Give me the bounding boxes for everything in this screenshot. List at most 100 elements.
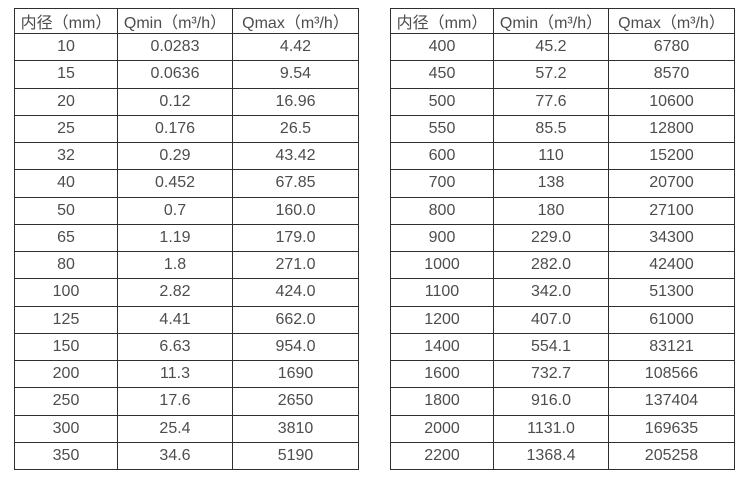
- qmin-cell: 138: [493, 169, 609, 198]
- qmin-cell: 1.19: [117, 223, 233, 253]
- qmax-cell: 3810: [232, 414, 359, 443]
- diameter-cell: 700: [390, 169, 494, 198]
- qmin-cell: 6.63: [117, 332, 233, 362]
- table-row: 20 0.12 16.96: [14, 87, 359, 116]
- qmax-cell: 61000: [608, 305, 735, 334]
- qmax-cell: 51300: [608, 278, 735, 307]
- table-row: 450 57.2 8570: [390, 60, 735, 89]
- qmin-cell: 4.41: [117, 305, 233, 334]
- qmax-cell: 34300: [608, 223, 735, 253]
- diameter-cell: 250: [14, 387, 118, 416]
- qmax-cell: 169635: [608, 414, 735, 443]
- qmax-cell: 15200: [608, 141, 735, 171]
- diameter-cell: 15: [14, 60, 118, 89]
- qmax-cell: 27100: [608, 196, 735, 225]
- diameter-cell: 1400: [390, 332, 494, 362]
- qmin-cell: 180: [493, 196, 609, 225]
- diameter-cell: 1200: [390, 305, 494, 334]
- qmin-cell: 916.0: [493, 387, 609, 416]
- col-header-diameter: 内径（mm）: [390, 8, 494, 34]
- table-row: 1800 916.0 137404: [390, 387, 735, 416]
- table-row: 400 45.2 6780: [390, 32, 735, 62]
- qmax-cell: 26.5: [232, 114, 359, 144]
- diameter-cell: 20: [14, 87, 118, 116]
- table-row: 500 77.6 10600: [390, 87, 735, 116]
- qmin-cell: 0.7: [117, 196, 233, 225]
- diameter-cell: 400: [390, 32, 494, 62]
- qmax-cell: 10600: [608, 87, 735, 116]
- qmin-cell: 1.8: [117, 250, 233, 280]
- qmin-cell: 2.82: [117, 278, 233, 307]
- table-row: 250 17.6 2650: [14, 387, 359, 416]
- table-row: 300 25.4 3810: [14, 414, 359, 443]
- flow-table-large-diameters: 内径（mm） Qmin（m³/h） Qmax（m³/h） 400 45.2 6780…: [390, 8, 735, 471]
- qmin-cell: 342.0: [493, 278, 609, 307]
- qmax-cell: 137404: [608, 387, 735, 416]
- col-header-diameter: 内径（mm）: [14, 8, 118, 34]
- qmin-cell: 0.0283: [117, 32, 233, 62]
- table-row: 32 0.29 43.42: [14, 141, 359, 171]
- diameter-cell: 2200: [390, 441, 494, 471]
- qmax-cell: 1690: [232, 359, 359, 389]
- table-row: 125 4.41 662.0: [14, 305, 359, 334]
- qmax-cell: 179.0: [232, 223, 359, 253]
- table-row: 700 138 20700: [390, 169, 735, 198]
- table-row: 15 0.0636 9.54: [14, 60, 359, 89]
- table-row: 80 1.8 271.0: [14, 250, 359, 280]
- table-row: 150 6.63 954.0: [14, 332, 359, 362]
- diameter-cell: 80: [14, 250, 118, 280]
- table-row: 40 0.452 67.85: [14, 169, 359, 198]
- flow-table-small-diameters: 内径（mm） Qmin（m³/h） Qmax（m³/h） 10 0.0283 4.4…: [14, 8, 359, 471]
- table-row: 800 180 27100: [390, 196, 735, 225]
- diameter-cell: 65: [14, 223, 118, 253]
- qmax-cell: 67.85: [232, 169, 359, 198]
- qmax-cell: 43.42: [232, 141, 359, 171]
- qmin-cell: 110: [493, 141, 609, 171]
- qmin-cell: 0.12: [117, 87, 233, 116]
- qmax-cell: 160.0: [232, 196, 359, 225]
- table-row: 1000 282.0 42400: [390, 250, 735, 280]
- diameter-cell: 50: [14, 196, 118, 225]
- table-body: 10 0.0283 4.42 15 0.0636 9.54 20 0.12 16.96 25 0.1…: [14, 32, 359, 471]
- qmax-cell: 271.0: [232, 250, 359, 280]
- table-row: 900 229.0 34300: [390, 223, 735, 253]
- table-row: 1600 732.7 108566: [390, 359, 735, 389]
- header-row: 内径（mm） Qmin（m³/h） Qmax（m³/h）: [390, 8, 735, 34]
- qmax-cell: 5190: [232, 441, 359, 471]
- diameter-cell: 450: [390, 60, 494, 89]
- diameter-cell: 350: [14, 441, 118, 471]
- qmin-cell: 282.0: [493, 250, 609, 280]
- qmax-cell: 4.42: [232, 32, 359, 62]
- table-body: 400 45.2 6780 450 57.2 8570 500 77.6 10600 550 85.…: [390, 32, 735, 471]
- diameter-cell: 125: [14, 305, 118, 334]
- table-row: 550 85.5 12800: [390, 114, 735, 144]
- table-row: 2000 1131.0 169635: [390, 414, 735, 443]
- table-row: 1100 342.0 51300: [390, 278, 735, 307]
- qmin-cell: 229.0: [493, 223, 609, 253]
- qmin-cell: 11.3: [117, 359, 233, 389]
- table-row: 2200 1368.4 205258: [390, 441, 735, 471]
- qmin-cell: 0.176: [117, 114, 233, 144]
- qmin-cell: 0.29: [117, 141, 233, 171]
- qmax-cell: 205258: [608, 441, 735, 471]
- diameter-cell: 300: [14, 414, 118, 443]
- qmin-cell: 0.452: [117, 169, 233, 198]
- qmin-cell: 554.1: [493, 332, 609, 362]
- table-row: 350 34.6 5190: [14, 441, 359, 471]
- diameter-cell: 500: [390, 87, 494, 116]
- diameter-cell: 800: [390, 196, 494, 225]
- table-row: 10 0.0283 4.42: [14, 32, 359, 62]
- qmin-cell: 57.2: [493, 60, 609, 89]
- table-row: 1200 407.0 61000: [390, 305, 735, 334]
- qmax-cell: 9.54: [232, 60, 359, 89]
- table-row: 1400 554.1 83121: [390, 332, 735, 362]
- qmax-cell: 108566: [608, 359, 735, 389]
- col-header-qmin: Qmin（m³/h）: [117, 8, 233, 34]
- qmax-cell: 6780: [608, 32, 735, 62]
- diameter-cell: 900: [390, 223, 494, 253]
- header-row: 内径（mm） Qmin（m³/h） Qmax（m³/h）: [14, 8, 359, 34]
- table-row: 200 11.3 1690: [14, 359, 359, 389]
- qmax-cell: 662.0: [232, 305, 359, 334]
- qmin-cell: 17.6: [117, 387, 233, 416]
- qmax-cell: 2650: [232, 387, 359, 416]
